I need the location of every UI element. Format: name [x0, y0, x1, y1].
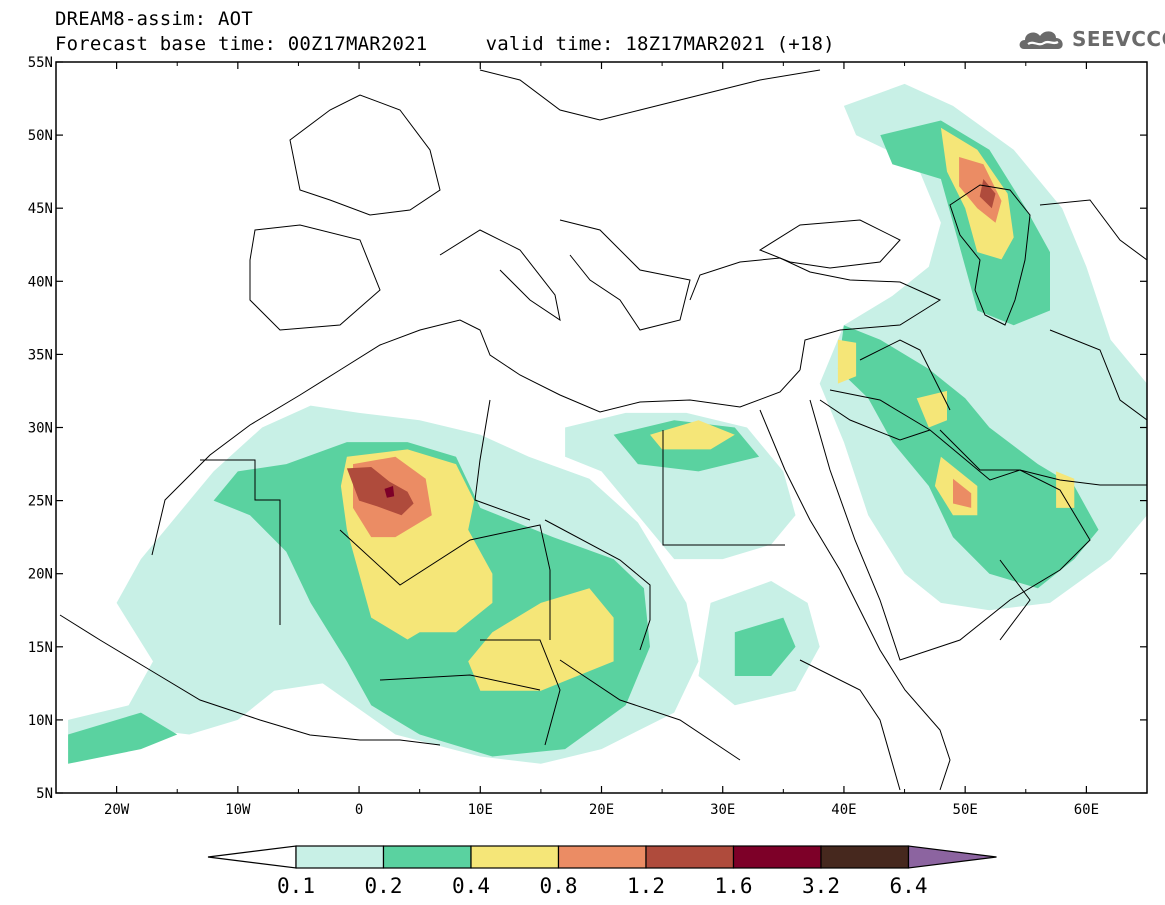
chart-subtitle: Forecast base time: 00Z17MAR2021 valid t…: [55, 33, 835, 55]
colorbar-segment-1: [295, 845, 385, 869]
lat-tick-label-9: 10N: [28, 713, 53, 729]
egypt-libya-plume-contour-4: [734, 617, 796, 676]
colorbar: 0.1 0.2 0.4 0.8 1.2 1.6 3.2 6.4: [207, 845, 997, 898]
lon-tick-label-4: 20E: [589, 802, 614, 818]
west-saharan-plume-contour-5: [346, 467, 414, 516]
colorbar-label-3: 0.8: [540, 874, 578, 898]
lat-tick-label-6: 25N: [28, 494, 53, 510]
west-saharan-plume-contour-7: [68, 712, 178, 764]
chart-title: DREAM8-assim: AOT: [55, 8, 253, 30]
colorbar-label-2: 0.4: [452, 874, 490, 898]
colorbar-segment-7: [820, 845, 910, 869]
lat-tick-label-3: 40N: [28, 274, 53, 290]
lon-tick-label-7: 50E: [953, 802, 978, 818]
caspian-arabian-plume: [819, 83, 1147, 611]
lon-tick-label-6: 40E: [831, 802, 856, 818]
coastlines-borders: [59, 69, 1147, 791]
west-saharan-plume-contour-3: [468, 588, 614, 691]
lat-tick-label-1: 50N: [28, 128, 53, 144]
lon-tick-label-0: 20W: [104, 802, 130, 818]
caspian-arabian-plume-contour-10: [979, 179, 996, 209]
forecast-base-time: Forecast base time: 00Z17MAR2021: [55, 33, 428, 55]
colorbar-segment-6: [732, 845, 822, 869]
caspian-arabian-plume-contour-6: [916, 390, 947, 428]
logo-text: SEEVCCC: [1072, 27, 1165, 51]
colorbar-segment-4: [557, 845, 647, 869]
caspian-arabian-plume-contour-1: [880, 120, 1050, 326]
dust-layer: [68, 83, 1147, 764]
colorbar-label-6: 3.2: [802, 874, 840, 898]
egypt-libya-plume-contour-2: [650, 420, 735, 450]
lat-tick-label-8: 15N: [28, 640, 53, 656]
colorbar-label-1: 0.2: [365, 874, 403, 898]
colorbar-label-0: 0.1: [277, 874, 315, 898]
lat-tick-label-2: 45N: [28, 201, 53, 217]
lat-tick-label-5: 30N: [28, 421, 53, 437]
lat-tick-label-4: 35N: [28, 347, 53, 363]
seevccc-logo: SEEVCCC: [1016, 24, 1165, 54]
valid-time: valid time: 18Z17MAR2021 (+18): [485, 33, 835, 55]
cloud-icon: [1019, 31, 1063, 49]
lon-tick-label-8: 60E: [1074, 802, 1099, 818]
colorbar-low-arrow: [207, 845, 297, 869]
lon-tick-label-3: 10E: [468, 802, 493, 818]
lat-tick-label-7: 20N: [28, 567, 53, 583]
caspian-arabian-plume-contour-9: [953, 478, 972, 508]
colorbar-label-7: 6.4: [890, 874, 928, 898]
colorbar-segment-3: [470, 845, 560, 869]
lat-tick-label-10: 5N: [36, 786, 53, 802]
colorbar-segment-2: [382, 845, 472, 869]
colorbar-label-4: 1.2: [627, 874, 665, 898]
lon-tick-label-5: 30E: [710, 802, 735, 818]
colorbar-high-arrow: [907, 845, 997, 869]
west-saharan-plume-contour-6: [384, 486, 395, 498]
caspian-arabian-plume-contour-2: [837, 325, 1099, 589]
west-saharan-plume: [68, 405, 699, 764]
colorbar-segment-5: [645, 845, 735, 869]
egypt-libya-plume: [565, 412, 820, 706]
lon-tick-label-1: 10W: [225, 802, 251, 818]
axis-ticks: 20W 10W 0 10E 20E 30E 40E 50E 60E 55N 50N 45N 40N 35N…: [28, 55, 1148, 818]
lat-tick-label-0: 55N: [28, 55, 53, 71]
caspian-arabian-plume-contour-5: [837, 339, 857, 384]
colorbar-label-5: 1.6: [715, 874, 753, 898]
lon-tick-label-2: 0: [355, 802, 363, 818]
